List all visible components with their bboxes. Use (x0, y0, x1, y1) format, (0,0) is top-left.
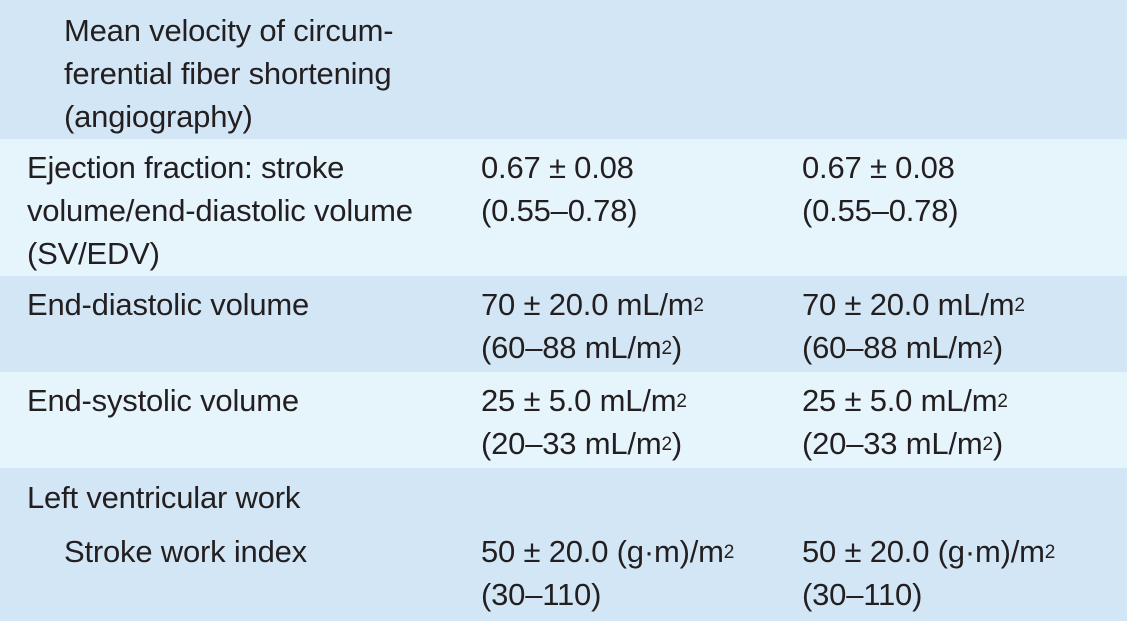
value-cell: 50 ± 20.0 (g·m)/m2 (30–110) (481, 534, 735, 612)
value-cell: 0.67 ± 0.08 (0.55–0.78) (481, 150, 638, 228)
row-label: Stroke work index (64, 534, 307, 569)
table-row-group: Left ventricular work Stroke work index … (0, 468, 1127, 621)
row-label: Left ventricular work (27, 480, 301, 515)
value-cell: 0.67 ± 0.08 (0.55–0.78) (802, 150, 959, 228)
value-cell: 25 ± 5.0 mL/m2 (20–33 mL/m2) (802, 383, 1008, 461)
row-label: End-diastolic volume (27, 287, 310, 322)
table-row: Mean velocity of circum- ferential fiber… (0, 0, 1127, 139)
value-cell: 70 ± 20.0 mL/m2 (60–88 mL/m2) (802, 287, 1025, 365)
row-label: End-systolic volume (27, 383, 299, 418)
table-row: Ejection fraction: stroke volume/end-dia… (0, 139, 1127, 276)
table-row: End-diastolic volume 70 ± 20.0 mL/m2 (60… (0, 276, 1127, 372)
row-label: Ejection fraction: stroke volume/end-dia… (27, 150, 413, 271)
table-row: End-systolic volume 25 ± 5.0 mL/m2 (20–3… (0, 372, 1127, 468)
row-label: Mean velocity of circum- ferential fiber… (64, 13, 394, 134)
value-cell: 25 ± 5.0 mL/m2 (20–33 mL/m2) (481, 383, 687, 461)
value-cell: 50 ± 20.0 (g·m)/m2 (30–110) (802, 534, 1056, 612)
value-cell: 70 ± 20.0 mL/m2 (60–88 mL/m2) (481, 287, 704, 365)
